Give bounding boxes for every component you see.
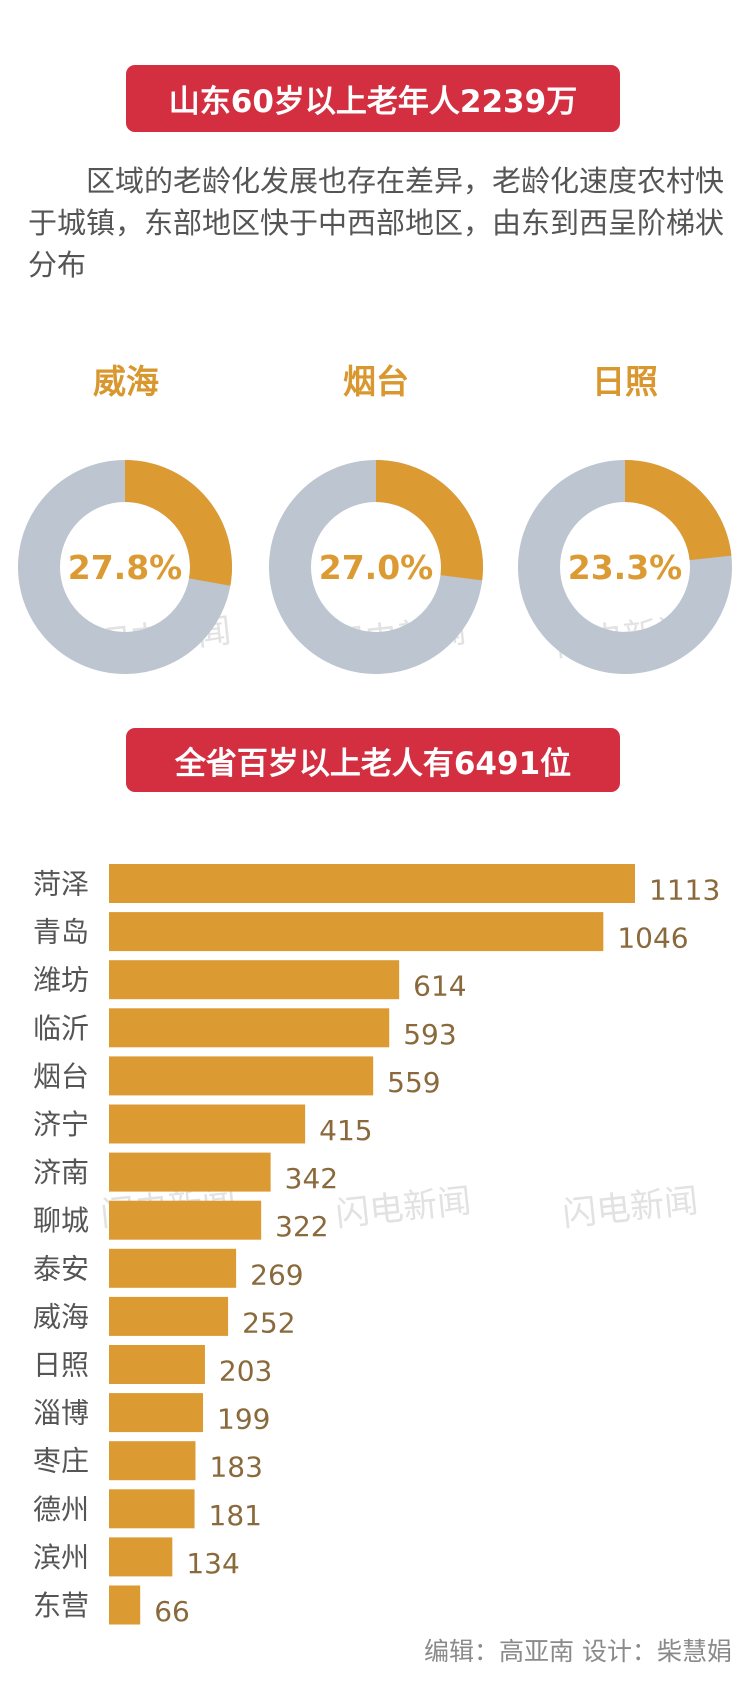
bar — [109, 1537, 173, 1577]
bar-value-label: 342 — [285, 1162, 338, 1195]
bar-value-label: 199 — [217, 1403, 270, 1436]
bar-value-label: 203 — [219, 1355, 272, 1388]
bar-category-label: 烟台 — [33, 1060, 89, 1093]
bar — [109, 1248, 237, 1288]
donut-label: 日照 — [592, 362, 658, 401]
bar-category-label: 济宁 — [33, 1108, 89, 1141]
bar-category-label: 滨州 — [33, 1541, 89, 1574]
bar — [109, 1104, 306, 1144]
title-banner: 山东60岁以上老年人2239万 — [126, 65, 620, 132]
bar-value-label: 322 — [275, 1210, 328, 1243]
bar — [109, 1345, 205, 1384]
donut-label: 威海 — [93, 362, 159, 401]
bar-category-label: 青岛 — [33, 916, 89, 949]
bar — [109, 1393, 204, 1433]
bar — [109, 1056, 374, 1096]
page-title: 山东60岁以上老年人2239万 — [168, 84, 578, 120]
bar-value-label: 1113 — [649, 874, 720, 907]
section-title: 全省百岁以上老人有6491位 — [174, 745, 572, 782]
donut-segment — [376, 460, 484, 581]
bar-value-label: 66 — [154, 1595, 190, 1628]
bar-category-label: 泰安 — [33, 1252, 89, 1285]
bar-category-label: 淄博 — [33, 1397, 89, 1430]
bar — [109, 912, 604, 952]
bar — [109, 864, 635, 903]
credits: 编辑：高亚南 设计：柴慧娟 — [424, 1637, 732, 1666]
bar-value-label: 134 — [186, 1547, 239, 1580]
section-banner: 全省百岁以上老人有6491位 — [126, 728, 620, 792]
bar-category-label: 济南 — [33, 1156, 89, 1189]
bar — [109, 1200, 262, 1240]
bar-value-label: 614 — [413, 970, 466, 1003]
bar-category-label: 潍坊 — [33, 964, 89, 997]
bar-category-label: 东营 — [33, 1589, 89, 1622]
donut-value: 27.0% — [319, 548, 434, 587]
bar-value-label: 593 — [403, 1018, 456, 1051]
bar-category-label: 威海 — [33, 1300, 89, 1333]
bar — [109, 1152, 271, 1192]
bar — [109, 1489, 195, 1529]
bar-category-label: 枣庄 — [33, 1445, 89, 1478]
bar — [109, 1008, 390, 1048]
donut-label: 烟台 — [343, 362, 409, 401]
bar-category-label: 日照 — [33, 1349, 89, 1382]
bar-value-label: 252 — [242, 1306, 295, 1339]
donut-value: 23.3% — [568, 548, 683, 587]
donut-segment — [625, 460, 732, 561]
bar-category-label: 菏泽 — [33, 868, 89, 901]
bar-category-label: 临沂 — [33, 1012, 89, 1045]
donut-segment — [125, 460, 232, 586]
bar-value-label: 183 — [209, 1451, 262, 1484]
bar-value-label: 181 — [209, 1499, 262, 1532]
intro-paragraph: 区域的老龄化发展也存在差异，老龄化速度农村快于城镇，东部地区快于中西部地区，由东… — [28, 164, 725, 282]
bar — [109, 1296, 229, 1336]
bar-value-label: 1046 — [617, 922, 688, 955]
donut-value: 27.8% — [68, 548, 183, 587]
bar-value-label: 269 — [250, 1258, 303, 1291]
bar-category-label: 德州 — [33, 1493, 89, 1526]
bar-value-label: 415 — [319, 1114, 372, 1147]
bar — [109, 1441, 196, 1481]
bar — [109, 1585, 141, 1625]
bar-value-label: 559 — [387, 1066, 440, 1099]
bar-category-label: 聊城 — [33, 1204, 89, 1237]
bar — [109, 960, 400, 1000]
